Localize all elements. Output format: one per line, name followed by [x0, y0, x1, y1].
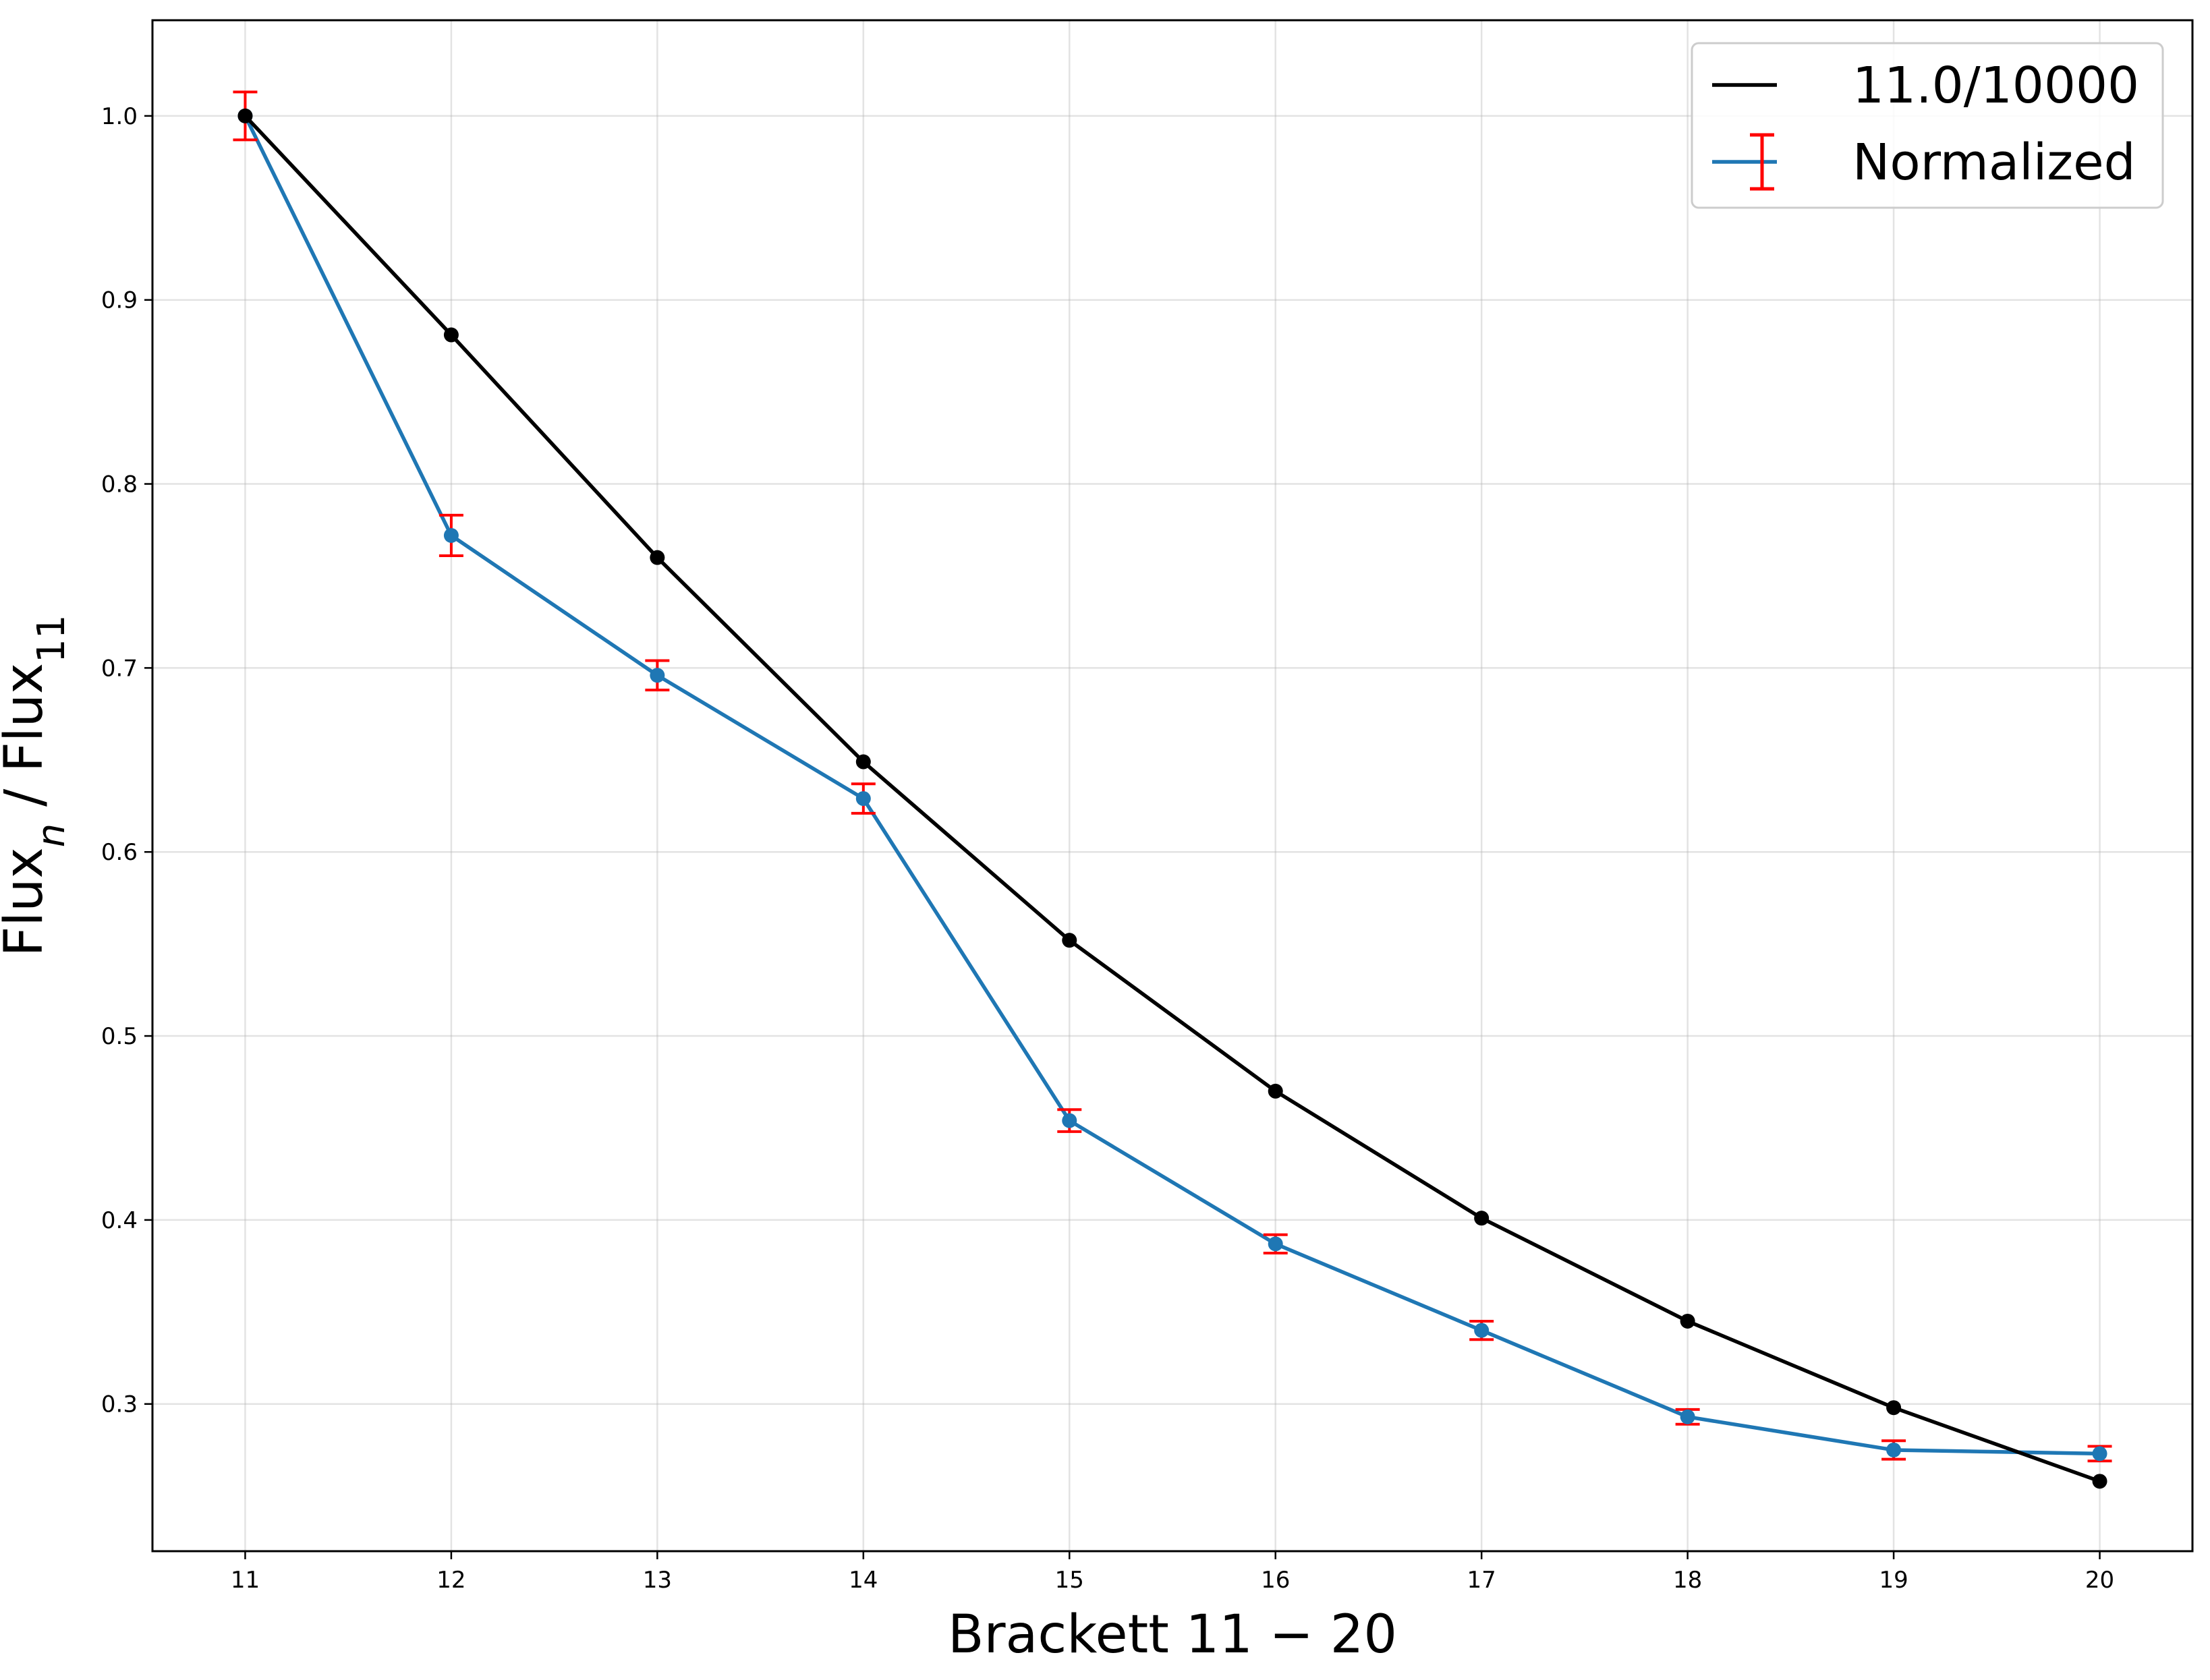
data-point: [1062, 933, 1077, 948]
x-tick-label: 16: [1261, 1567, 1290, 1594]
data-point: [1680, 1313, 1695, 1329]
data-point: [443, 527, 459, 543]
y-tick-label: 0.8: [101, 471, 138, 498]
data-point: [650, 668, 665, 683]
data-point: [855, 791, 871, 807]
data-point: [855, 754, 871, 770]
y-tick-label: 0.9: [101, 287, 138, 314]
legend: 11.0/10000 Normalized: [1691, 42, 2164, 209]
y-axis-title: Fluxn / Flux11: [0, 615, 74, 957]
legend-label-series-2: Normalized: [1852, 134, 2136, 192]
data-point: [650, 550, 665, 565]
data-point: [2092, 1474, 2107, 1489]
y-tick-label: 0.6: [101, 839, 138, 866]
y-axis-title-base-2: Flux: [0, 663, 55, 772]
data-point: [2092, 1446, 2107, 1461]
tick-layer: 11 12 13 14 15 16 17 18 19 20 0.3 0.4 0.5 0.6 0.7 0.8 0.…: [101, 103, 2114, 1594]
grid-layer: [152, 20, 2192, 1551]
legend-label-series-1: 11.0/10000: [1852, 57, 2139, 115]
y-tick-label: 0.7: [101, 655, 138, 682]
x-tick-label: 19: [1879, 1567, 1908, 1594]
data-point: [1062, 1113, 1077, 1128]
x-tick-label: 13: [643, 1567, 672, 1594]
data-point: [1268, 1083, 1283, 1099]
y-tick-label: 0.3: [101, 1391, 138, 1418]
x-axis-title: Brackett 11 − 20: [948, 1604, 1397, 1665]
data-point: [1886, 1442, 1902, 1457]
plot-frame: [151, 19, 2194, 1553]
data-point: [237, 108, 253, 123]
x-tick-label: 11: [231, 1567, 260, 1594]
y-axis-title-sub-n: n: [30, 823, 74, 848]
series-1: [237, 108, 2107, 1489]
series-layer: [233, 90, 2112, 1489]
data-point: [1886, 1400, 1902, 1416]
x-tick-label: 14: [849, 1567, 878, 1594]
data-point: [1268, 1236, 1283, 1252]
y-tick-label: 0.4: [101, 1207, 138, 1234]
y-axis-title-separator: /: [0, 772, 55, 823]
x-tick-label: 20: [2085, 1567, 2114, 1594]
y-tick-label: 0.5: [101, 1023, 138, 1050]
series-2-line: [243, 115, 2100, 1456]
y-axis-title-sub-11: 11: [30, 615, 74, 663]
y-tick-label: 1.0: [101, 103, 138, 130]
data-point: [1474, 1323, 1490, 1338]
x-tick-label: 12: [436, 1567, 465, 1594]
x-tick-label: 17: [1467, 1567, 1496, 1594]
data-point: [1474, 1211, 1490, 1226]
data-point: [1680, 1409, 1695, 1424]
x-tick-label: 15: [1055, 1567, 1084, 1594]
data-point: [443, 327, 459, 343]
legend-box: [1691, 42, 2164, 209]
y-axis-title-base: Flux: [0, 847, 55, 956]
series-1-line: [244, 114, 2101, 1483]
x-tick-label: 18: [1673, 1567, 1702, 1594]
